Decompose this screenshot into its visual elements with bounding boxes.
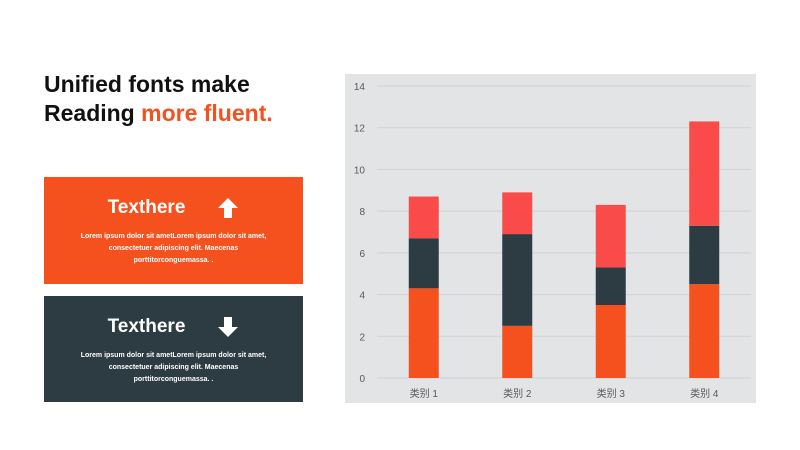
bar-1-segment-2: [408, 238, 439, 289]
y-tick-label-1: 2: [359, 332, 365, 343]
x-tick-label-4: 类别 4: [690, 387, 719, 400]
stacked-bar-chart: 0 2 4 6 8 10 12 14 类别 1 类别 2 类别 3 类别 4: [345, 74, 756, 403]
bar-2-segment-2: [502, 234, 533, 326]
x-tick-label-2: 类别 2: [503, 387, 532, 400]
bar-4-segment-2: [689, 225, 720, 285]
bar-2-segment-1: [502, 325, 533, 378]
bar-3-segment-1: [595, 305, 626, 378]
increase-card-body: Lorem ipsum dolor sit ametLorem ipsum do…: [80, 233, 267, 264]
bar-3-segment-2: [595, 267, 626, 305]
arrow-up-icon: [218, 198, 239, 218]
arrow-down-icon: [218, 317, 239, 337]
y-tick-label-6: 12: [354, 124, 366, 135]
x-tick-label-3: 类别 3: [597, 387, 626, 400]
increase-card: Texthere Lorem ipsum dolor sit ametLorem…: [44, 177, 303, 284]
y-tick-label-0: 0: [359, 374, 365, 385]
decrease-card-body: Lorem ipsum dolor sit ametLorem ipsum do…: [80, 352, 267, 383]
bar-1-segment-1: [408, 288, 439, 378]
y-tick-label-2: 4: [359, 291, 365, 302]
headline: Unified fonts make Reading more fluent.: [44, 70, 273, 128]
headline-line-1: Unified fonts make: [44, 71, 250, 97]
bar-4-segment-1: [689, 284, 720, 378]
y-tick-label-3: 6: [359, 249, 365, 260]
bar-1-segment-3: [408, 196, 439, 239]
decrease-card-title: Texthere: [107, 316, 186, 337]
y-tick-label-5: 10: [354, 165, 366, 176]
bar-3-segment-3: [595, 204, 626, 268]
headline-line-2: Reading more fluent.: [44, 99, 273, 128]
x-tick-label-1: 类别 1: [410, 387, 439, 400]
headline-line-2-prefix: Reading: [44, 100, 142, 126]
headline-accent: more fluent.: [141, 100, 273, 126]
y-tick-label-4: 8: [359, 207, 365, 218]
y-tick-label-7: 14: [354, 82, 366, 93]
bar-4-segment-3: [689, 121, 720, 226]
bar-2-segment-3: [502, 192, 533, 235]
increase-card-title: Texthere: [107, 197, 186, 218]
decrease-card: Texthere Lorem ipsum dolor sit ametLorem…: [44, 296, 303, 402]
